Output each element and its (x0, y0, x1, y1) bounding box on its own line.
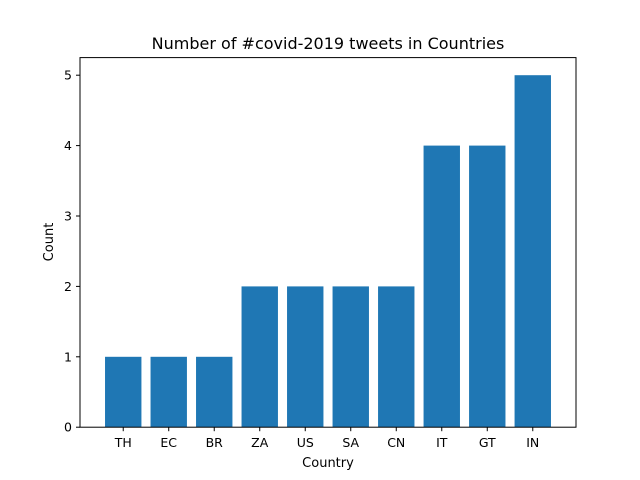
y-tick-label: 2 (64, 279, 72, 294)
x-tick-label: GT (479, 435, 496, 450)
y-tick-label: 0 (64, 420, 72, 435)
bar-in (514, 75, 551, 428)
x-tick-label: EC (160, 435, 177, 450)
y-axis-ticks: 0 1 2 3 4 5 (64, 68, 80, 435)
x-tick-label: SA (342, 435, 359, 450)
x-tick-label: IT (436, 435, 448, 450)
bar-br (196, 356, 233, 428)
bar-sa (332, 286, 369, 428)
plot-frame (79, 57, 577, 428)
chart-title: Number of #covid-2019 tweets in Countrie… (152, 34, 505, 53)
bar-za (241, 286, 278, 428)
y-axis-label: Count (42, 223, 57, 262)
bars-group (105, 75, 551, 428)
y-tick-label: 3 (64, 209, 72, 224)
bar-us (287, 286, 324, 428)
y-tick-label: 1 (64, 349, 72, 364)
x-tick-label: ZA (251, 435, 269, 450)
x-axis-label: Country (302, 456, 354, 471)
y-tick-label: 4 (64, 138, 72, 153)
bar-it (423, 145, 460, 428)
x-tick-label: TH (114, 435, 132, 450)
bar-gt (469, 145, 506, 428)
bar-cn (378, 286, 415, 428)
bar-ec (150, 356, 187, 428)
x-tick-label: IN (526, 435, 539, 450)
y-tick-label: 5 (64, 68, 72, 83)
x-tick-label: CN (387, 435, 405, 450)
x-axis-ticks: TH EC BR ZA US SA CN IT GT IN (114, 427, 539, 450)
bar-th (105, 356, 142, 428)
x-tick-label: US (297, 435, 314, 450)
x-tick-label: BR (206, 435, 224, 450)
